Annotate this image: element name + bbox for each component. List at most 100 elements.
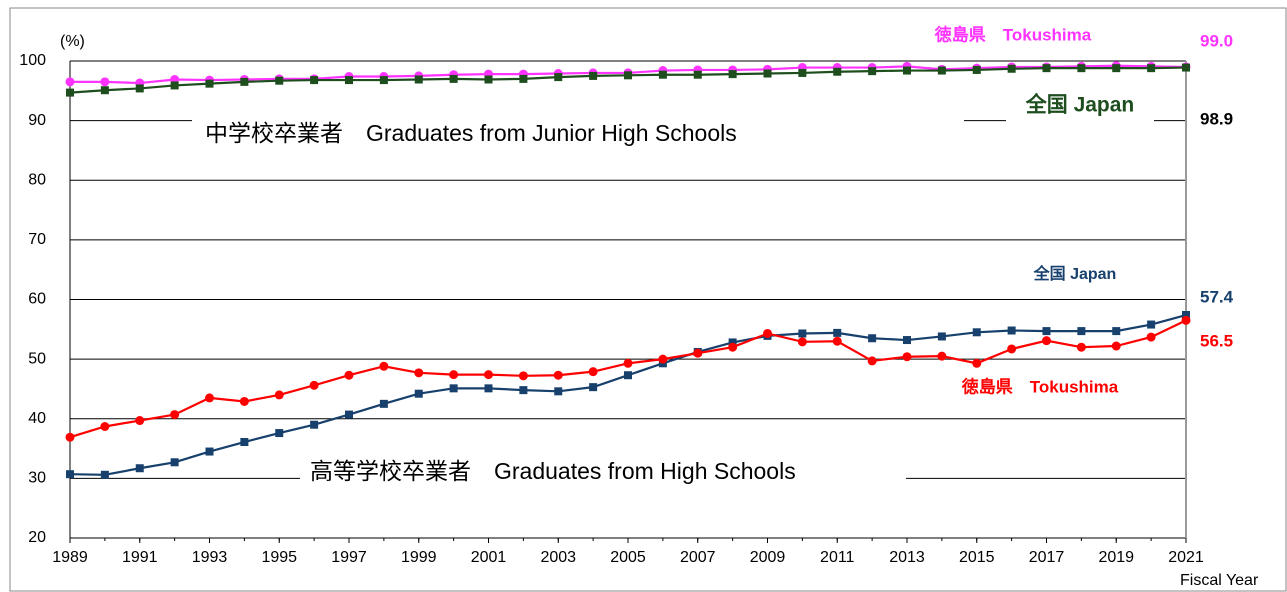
point	[868, 334, 877, 343]
point	[519, 386, 528, 395]
point	[797, 337, 807, 347]
point	[589, 383, 598, 392]
point	[170, 410, 180, 420]
point	[972, 65, 981, 74]
x-tick-label: 2005	[610, 549, 646, 566]
point	[65, 432, 75, 442]
y-tick-label: 40	[28, 410, 46, 427]
point	[658, 354, 668, 364]
point	[728, 338, 737, 347]
label-gap	[1006, 112, 1154, 128]
point	[379, 76, 388, 85]
point	[100, 77, 110, 87]
point	[379, 399, 388, 408]
point	[624, 71, 632, 80]
point	[728, 342, 738, 352]
series-label: 徳島県 Tokushima	[934, 24, 1092, 44]
point	[554, 73, 563, 82]
point	[624, 371, 632, 380]
y-tick-label: 60	[28, 291, 46, 308]
point	[414, 75, 423, 84]
x-tick-label: 1993	[192, 549, 228, 566]
y-tick-label: 50	[28, 350, 46, 367]
x-tick-label: 2019	[1098, 549, 1134, 566]
y-tick-label: 100	[19, 52, 46, 69]
point	[1007, 326, 1016, 335]
x-tick-label: 2007	[680, 549, 716, 566]
y-tick-label: 90	[28, 112, 46, 129]
point	[100, 86, 109, 95]
point	[1077, 327, 1086, 336]
point	[868, 67, 877, 76]
point	[903, 66, 911, 75]
annotation: 中学校卒業者 Graduates from Junior High School…	[205, 120, 737, 146]
point	[170, 458, 179, 467]
point	[1112, 327, 1121, 336]
point	[937, 351, 947, 361]
x-tick-label: 2015	[959, 549, 995, 566]
point	[553, 370, 563, 380]
x-tick-label: 1999	[401, 549, 437, 566]
point	[554, 387, 563, 396]
x-tick-label: 2021	[1168, 549, 1204, 566]
point	[693, 348, 703, 358]
point	[275, 76, 284, 85]
point	[588, 367, 598, 377]
point	[310, 420, 319, 429]
point	[833, 67, 842, 76]
point	[310, 76, 319, 85]
x-tick-label: 2009	[750, 549, 786, 566]
point	[66, 470, 74, 479]
point	[449, 74, 458, 83]
point	[309, 380, 319, 390]
point	[1007, 344, 1017, 354]
point	[379, 361, 389, 371]
x-axis-label: Fiscal Year	[1180, 572, 1259, 589]
point	[484, 75, 493, 84]
point	[449, 370, 459, 380]
point	[239, 396, 249, 406]
point	[763, 328, 772, 338]
point	[345, 76, 353, 85]
end-value-label: 56.5	[1200, 331, 1233, 350]
x-tick-label: 2017	[1029, 549, 1065, 566]
point	[100, 470, 109, 479]
point	[135, 464, 144, 473]
point	[1146, 332, 1156, 342]
point	[205, 393, 214, 403]
series-label: 全国 Japan	[1025, 93, 1135, 117]
point	[345, 410, 353, 419]
end-value-label: 57.4	[1200, 287, 1234, 306]
point	[205, 447, 214, 456]
point	[728, 70, 737, 79]
point	[1077, 64, 1086, 73]
x-tick-label: 2003	[540, 549, 576, 566]
point	[693, 70, 702, 79]
y-tick-label: 20	[28, 529, 46, 546]
point	[135, 84, 144, 93]
point	[937, 332, 946, 341]
point	[240, 77, 249, 86]
point	[1147, 64, 1156, 73]
x-tick-label: 1991	[122, 549, 158, 566]
point	[519, 74, 528, 83]
point	[484, 384, 493, 393]
point	[1042, 64, 1051, 73]
point	[867, 356, 877, 366]
point	[240, 438, 249, 447]
point	[1111, 341, 1121, 351]
point	[135, 416, 145, 426]
point	[798, 68, 807, 77]
point	[623, 358, 633, 368]
point	[274, 390, 284, 400]
annotation: 高等学校卒業者 Graduates from High Schools	[310, 458, 796, 484]
point	[903, 336, 911, 345]
point	[205, 79, 214, 88]
x-tick-label: 1989	[52, 549, 88, 566]
x-tick-label: 2011	[820, 549, 855, 566]
y-axis-label: (%)	[60, 33, 85, 50]
point	[972, 328, 981, 337]
x-tick-label: 2001	[471, 549, 507, 566]
end-value-label: 99.0	[1200, 31, 1233, 50]
point	[589, 71, 598, 80]
